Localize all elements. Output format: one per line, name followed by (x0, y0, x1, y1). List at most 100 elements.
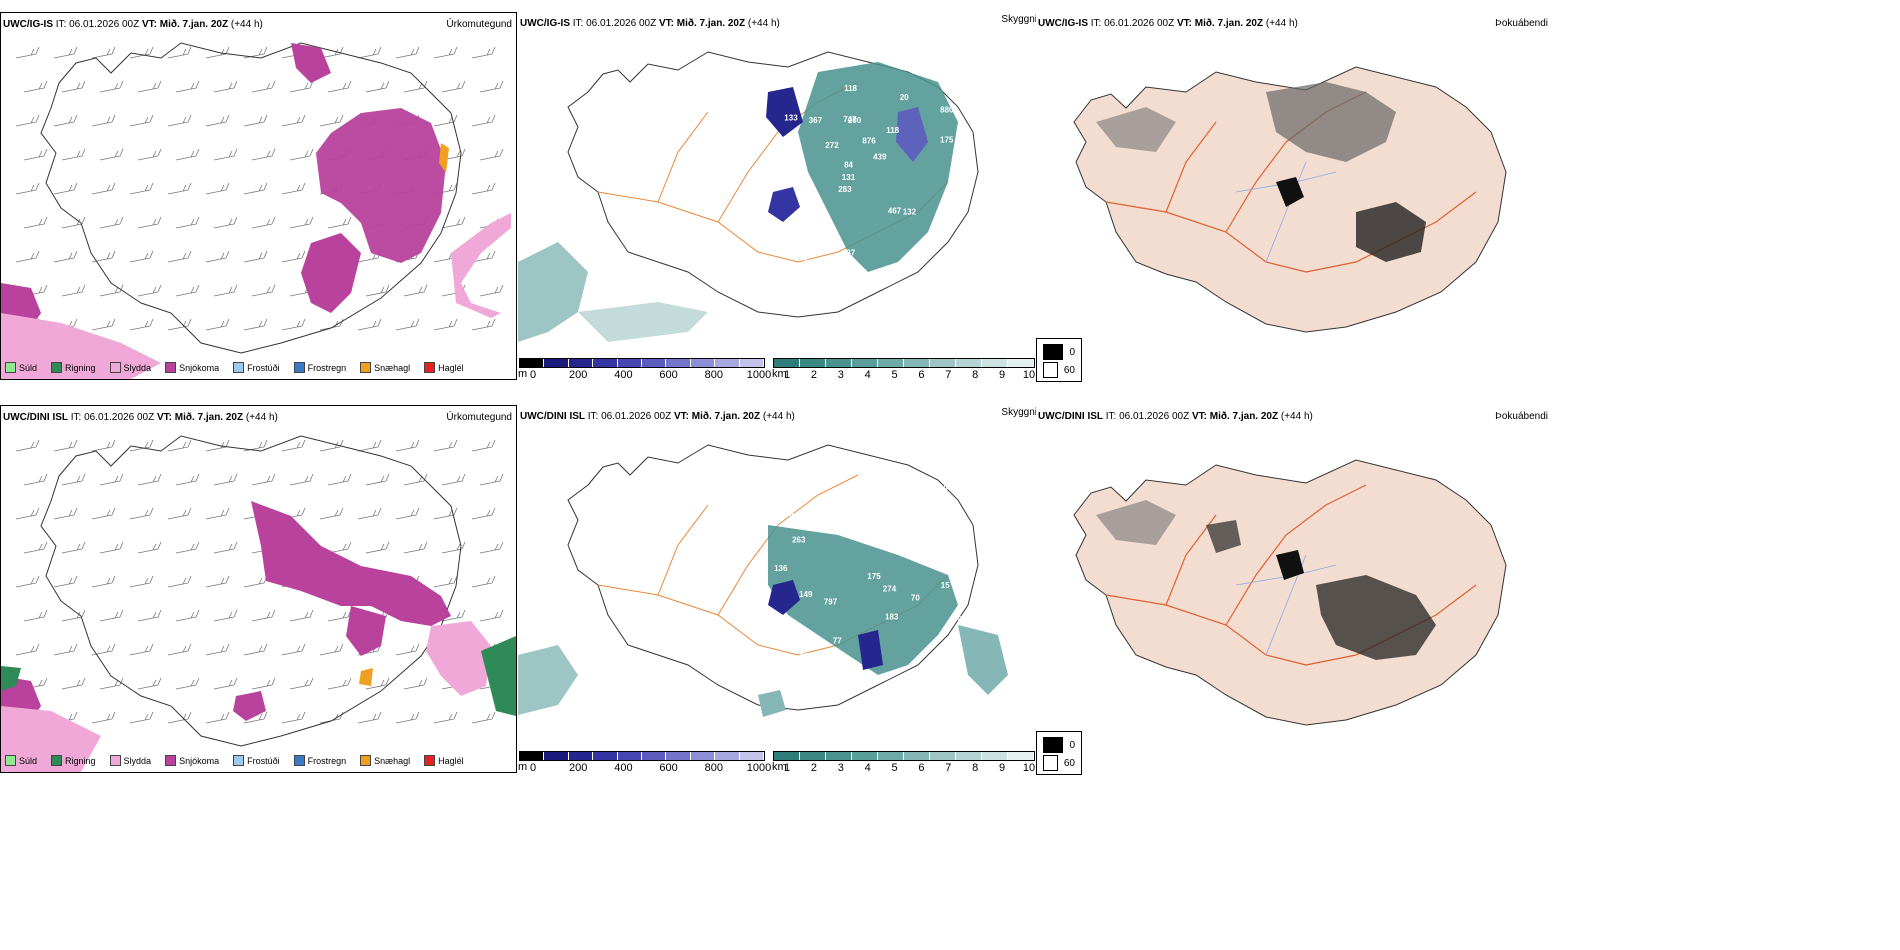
colorbar-tick: 1000 (746, 762, 772, 774)
wind-barb (205, 575, 230, 588)
visibility-label: 86 (958, 615, 967, 624)
visibility-label: 876 (862, 137, 876, 146)
visibility-label: 137 (842, 249, 856, 258)
wind-barb (137, 677, 162, 690)
visibility-label: 118 (886, 126, 899, 135)
wind-barb (319, 114, 344, 127)
wind-barb (433, 439, 458, 452)
colorbar-tick: 200 (569, 369, 588, 381)
legend-item: Frostregn (293, 755, 346, 766)
colorbar-tick: 800 (704, 762, 723, 774)
wind-barb (91, 250, 116, 263)
visibility-label: 238 (939, 644, 953, 653)
lead-time: (+44 h) (762, 411, 795, 422)
panel-title: Skyggni (1001, 407, 1037, 418)
wind-barb (365, 473, 390, 486)
visibility-label: 131 (842, 173, 856, 182)
visibility-label: 316 (909, 529, 923, 538)
wind-barb (205, 507, 230, 520)
wind-barb (99, 216, 124, 229)
colorbar-box (642, 752, 667, 760)
visibility-label: 175 (867, 572, 881, 581)
colorbar-box (715, 752, 740, 760)
wind-barb (289, 473, 314, 486)
legend-swatch (233, 755, 245, 766)
wind-barb (167, 643, 192, 656)
wind-barb (61, 541, 86, 554)
wind-barb (471, 318, 496, 331)
legend-item: Súld (5, 755, 37, 766)
colorbar-tick: 3 (837, 762, 844, 774)
init-time: IT: 06.01.2026 00Z (572, 18, 657, 29)
wind-barb (433, 575, 458, 588)
colorbar-tick: 8 (972, 369, 979, 381)
wind-barb (243, 439, 268, 452)
legend-label: Slydda (123, 362, 152, 373)
wind-barb (175, 541, 200, 554)
wind-barb (137, 473, 162, 486)
wind-barb (91, 114, 116, 127)
wind-barb (167, 439, 192, 452)
visibility-area (768, 525, 958, 675)
wind-barb (205, 250, 230, 263)
colorbar-tick: 600 (659, 762, 678, 774)
rain-area (1, 666, 21, 691)
panel-title: Þokuábendi (1495, 411, 1548, 422)
visibility-label: 262 (788, 234, 802, 243)
colorbar-tick: 400 (614, 762, 633, 774)
wind-barb (175, 677, 200, 690)
wind-barb (471, 46, 496, 59)
fog-legend: 0 60 (1036, 731, 1082, 775)
colorbar-box (520, 359, 545, 367)
wind-barb (327, 216, 352, 229)
visibility-label: 274 (883, 584, 897, 593)
colorbar-tick: 9 (999, 762, 1006, 774)
model-name: UWC/DINI ISL (3, 412, 68, 423)
colorbar-box (774, 752, 800, 760)
wind-barb (99, 541, 124, 554)
wind-barb (433, 711, 458, 724)
wind-barb (205, 643, 230, 656)
wind-barb (61, 473, 86, 486)
wind-barb (167, 250, 192, 263)
wind-barb (395, 46, 420, 59)
wind-barb (357, 439, 382, 452)
wind-barb (479, 541, 504, 554)
model-name: UWC/IG-IS (520, 18, 570, 29)
wind-barb (129, 114, 154, 127)
wind-barb (365, 541, 390, 554)
fog-indicator-map (1073, 66, 1507, 333)
visibility-label: 15 (941, 581, 950, 590)
fog-area (1276, 177, 1304, 207)
wind-barb (23, 609, 48, 622)
wind-barb (61, 80, 86, 93)
legend-swatch (293, 755, 305, 766)
visibility-map: 359 149 183 193 238 263 974 797 316 223 769 472 77 25… (518, 444, 1008, 717)
wind-barb (289, 148, 314, 161)
wind-barb (23, 473, 48, 486)
wind-barb (175, 473, 200, 486)
wind-barb (129, 318, 154, 331)
wind-barb (53, 46, 78, 59)
visibility-label: 239 (934, 485, 948, 494)
valid-time: VT: Mið. 7.jan. 20Z (1191, 411, 1279, 422)
colorbar-box (826, 359, 852, 367)
altitude-colorbar: 0 200 400 600 800 1000 m (518, 358, 771, 381)
wind-barb (175, 80, 200, 93)
wind-barb (243, 182, 268, 195)
fog-area (1266, 82, 1396, 162)
wind-barb (395, 507, 420, 520)
panel-title: Skyggni (1001, 14, 1037, 25)
model-name: UWC/DINI ISL (1038, 411, 1103, 422)
wind-barb (395, 643, 420, 656)
visibility-label: 20 (900, 93, 909, 102)
wind-barb (433, 46, 458, 59)
wind-barb (23, 216, 48, 229)
wind-barb (175, 609, 200, 622)
wind-barb (53, 114, 78, 127)
wind-barb (213, 677, 238, 690)
legend-item: Frostúði (233, 755, 280, 766)
colorbar-tick: 8 (972, 762, 979, 774)
wind-barb (91, 46, 116, 59)
visibility-label: 132 (903, 208, 917, 217)
